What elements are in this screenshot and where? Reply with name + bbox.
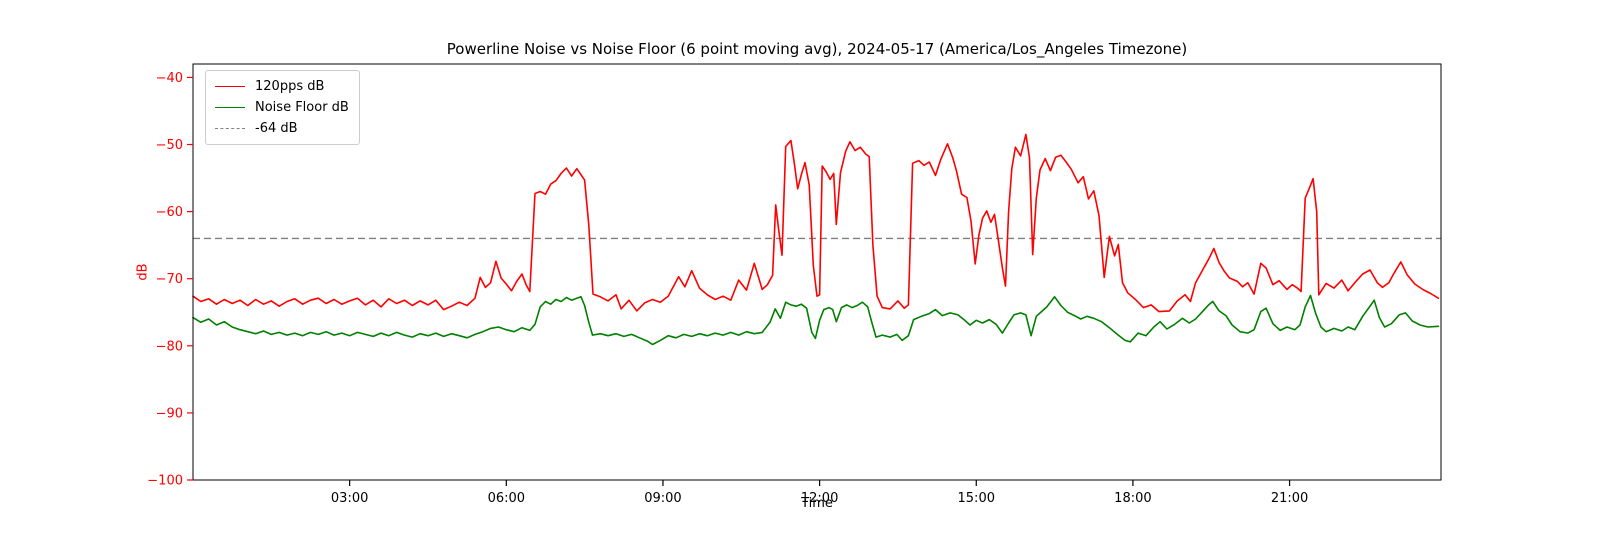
x-tick-label: 06:00 <box>488 491 525 506</box>
y-tick-label: −100 <box>147 474 183 489</box>
legend: 120pps dB Noise Floor dB -64 dB <box>205 70 360 145</box>
x-tick-label: 21:00 <box>1271 491 1308 506</box>
x-tick-label: 03:00 <box>331 491 368 506</box>
legend-label: Noise Floor dB <box>255 100 349 115</box>
series-line-120pps <box>192 133 1440 313</box>
y-axis-label: dB <box>135 263 151 281</box>
x-tick-label: 18:00 <box>1114 491 1151 506</box>
x-tick-label: 09:00 <box>644 491 681 506</box>
series-line-noise-floor <box>192 294 1440 346</box>
legend-label: 120pps dB <box>255 79 325 94</box>
x-axis-label: Time <box>801 496 833 511</box>
legend-item-threshold: -64 dB <box>215 118 349 139</box>
x-tick-label: 12:00 <box>801 491 838 506</box>
y-tick-label: −50 <box>156 138 183 153</box>
legend-item-noise-floor: Noise Floor dB <box>215 97 349 118</box>
y-tick-label: −90 <box>156 406 183 421</box>
y-tick-label: −40 <box>156 71 183 86</box>
plot-border <box>192 63 1442 481</box>
legend-dashed-line-swatch-gray <box>215 128 245 129</box>
x-tick-label: 15:00 <box>958 491 995 506</box>
legend-line-swatch-red <box>215 86 245 87</box>
chart-title: Powerline Noise vs Noise Floor (6 point … <box>446 40 1188 58</box>
y-tick-label: −70 <box>156 272 183 287</box>
legend-label: -64 dB <box>255 121 298 136</box>
y-tick-label: −60 <box>156 205 183 220</box>
legend-line-swatch-green <box>215 107 245 108</box>
legend-item-120pps: 120pps dB <box>215 76 349 97</box>
y-tick-label: −80 <box>156 339 183 354</box>
